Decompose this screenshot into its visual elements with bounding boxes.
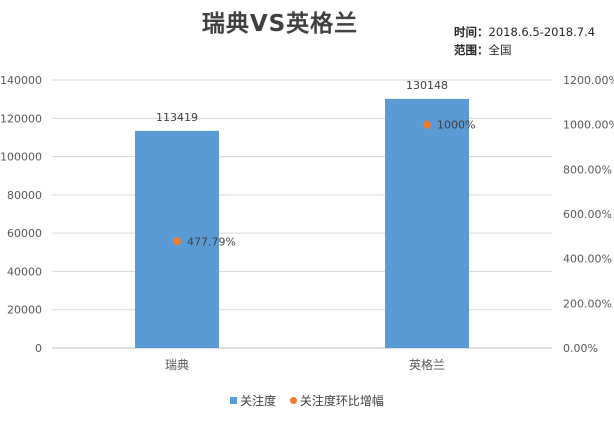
growth-data-label: 477.79% bbox=[187, 235, 236, 248]
chart-title: 瑞典VS英格兰 bbox=[201, 11, 359, 37]
time-label: 时间： bbox=[454, 25, 489, 39]
growth-point bbox=[173, 237, 181, 246]
legend-item-point: 关注度环比增幅 bbox=[289, 392, 384, 409]
y-tick-label: 80000 bbox=[7, 189, 42, 202]
time-range-info: 时间：2018.6.5-2018.7.4 bbox=[454, 24, 595, 40]
bar-data-label: 130148 bbox=[406, 79, 448, 92]
growth-data-label: 1000% bbox=[437, 119, 475, 132]
time-value: 2018.6.5-2018.7.4 bbox=[488, 25, 596, 39]
legend-swatch-point bbox=[289, 397, 297, 404]
legend-label-point: 关注度环比增幅 bbox=[299, 394, 384, 408]
bar bbox=[385, 98, 469, 348]
y2-tick-label: 800.00% bbox=[563, 163, 612, 176]
y2-tick-label: 400.00% bbox=[563, 253, 612, 266]
legend-swatch-bar bbox=[230, 397, 238, 404]
y-tick-label: 140000 bbox=[0, 74, 42, 87]
y-tick-label: 20000 bbox=[7, 304, 42, 317]
legend: 关注度 关注度环比增幅 bbox=[0, 392, 614, 409]
scope-value: 全国 bbox=[488, 43, 512, 57]
legend-label-bar: 关注度 bbox=[240, 394, 277, 408]
y-tick-label: 60000 bbox=[7, 227, 42, 240]
y2-tick-label: 1000.00% bbox=[563, 119, 614, 132]
y2-tick-label: 1200.00% bbox=[563, 74, 614, 87]
y2-tick-label: 0.00% bbox=[563, 342, 598, 355]
growth-point bbox=[423, 120, 431, 129]
y2-tick-label: 200.00% bbox=[563, 297, 612, 310]
scope-label: 范围： bbox=[454, 43, 489, 57]
legend-item-bar: 关注度 bbox=[230, 392, 276, 409]
x-tick-label: 英格兰 bbox=[409, 357, 445, 372]
bar-data-label: 113419 bbox=[156, 111, 198, 124]
y-tick-label: 100000 bbox=[0, 151, 42, 164]
y-tick-label: 0 bbox=[35, 342, 42, 355]
y-tick-label: 40000 bbox=[7, 265, 42, 278]
y-tick-label: 120000 bbox=[0, 112, 42, 125]
scope-info: 范围：全国 bbox=[454, 42, 512, 58]
x-tick-label: 瑞典 bbox=[165, 358, 189, 372]
y2-tick-label: 600.00% bbox=[563, 208, 612, 221]
